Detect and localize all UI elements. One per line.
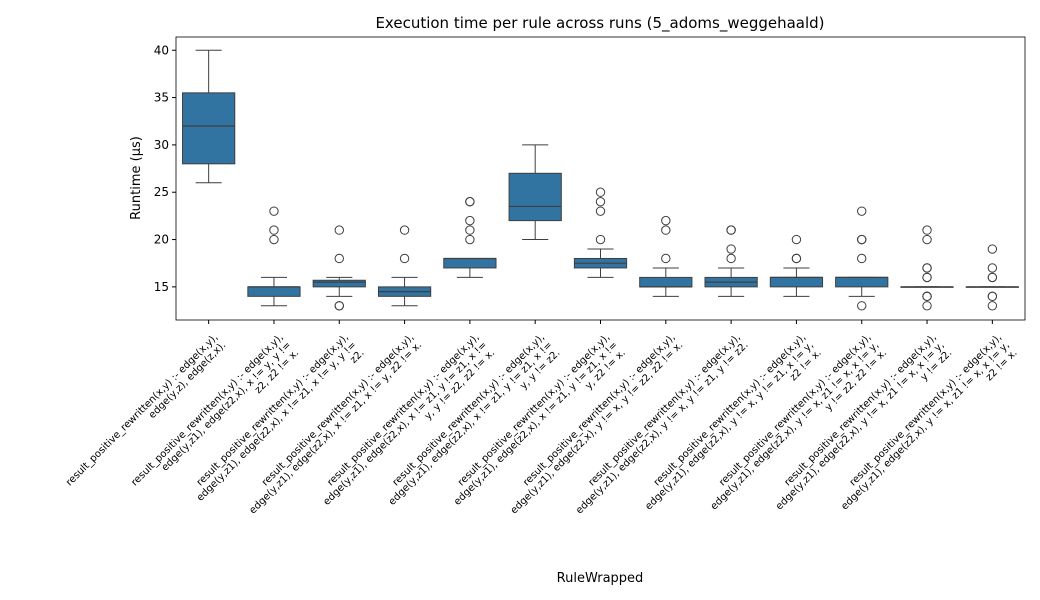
outlier bbox=[269, 234, 279, 245]
outlier bbox=[922, 272, 932, 283]
x-tick-label-line: result_positive_rewritten(x,y) :- edge(x… bbox=[64, 332, 220, 488]
outlier bbox=[595, 206, 606, 216]
y-axis-label: Runtime (μs) bbox=[129, 136, 144, 220]
box bbox=[247, 286, 301, 297]
x-axis-label: RuleWrapped bbox=[557, 571, 644, 586]
outlier bbox=[987, 301, 998, 311]
box bbox=[182, 92, 236, 165]
y-tick-label: 15 bbox=[154, 280, 169, 294]
outlier bbox=[399, 253, 410, 264]
outlier bbox=[922, 301, 932, 311]
outlier bbox=[922, 291, 932, 302]
y-tick-label: 40 bbox=[154, 43, 169, 57]
outlier bbox=[726, 225, 736, 235]
outlier bbox=[465, 196, 475, 207]
outlier bbox=[857, 206, 867, 216]
outlier bbox=[987, 272, 998, 283]
y-tick-label: 35 bbox=[154, 91, 169, 105]
y-tick-label: 30 bbox=[154, 138, 169, 152]
outlier bbox=[334, 301, 344, 311]
outlier bbox=[726, 253, 736, 264]
y-tick-label: 25 bbox=[154, 185, 169, 199]
outlier bbox=[922, 234, 932, 245]
outlier bbox=[334, 225, 344, 235]
y-tick-label: 20 bbox=[154, 233, 169, 247]
outlier bbox=[857, 253, 867, 264]
outlier bbox=[791, 253, 802, 264]
outlier bbox=[661, 215, 671, 226]
outlier bbox=[661, 253, 671, 264]
outlier bbox=[595, 234, 606, 245]
outlier bbox=[987, 244, 998, 254]
outlier bbox=[987, 263, 998, 273]
box bbox=[312, 279, 366, 288]
box bbox=[443, 257, 497, 269]
outlier bbox=[857, 301, 867, 311]
outlier bbox=[334, 253, 344, 264]
outlier bbox=[595, 196, 606, 207]
chart-title: Execution time per rule across runs (5_a… bbox=[375, 14, 824, 33]
outlier bbox=[269, 206, 279, 216]
outlier bbox=[661, 225, 671, 235]
box bbox=[639, 276, 693, 288]
outlier bbox=[857, 234, 867, 245]
outlier bbox=[595, 187, 606, 197]
outlier bbox=[465, 215, 475, 226]
outlier bbox=[465, 225, 475, 235]
outlier bbox=[399, 225, 410, 235]
outlier bbox=[922, 225, 932, 235]
outlier bbox=[791, 234, 802, 245]
box bbox=[508, 172, 562, 222]
outlier bbox=[726, 244, 736, 254]
box bbox=[835, 276, 889, 288]
outlier bbox=[269, 225, 279, 235]
outlier bbox=[465, 234, 475, 245]
outlier bbox=[922, 263, 932, 273]
outlier bbox=[987, 291, 998, 302]
box bbox=[769, 276, 824, 288]
